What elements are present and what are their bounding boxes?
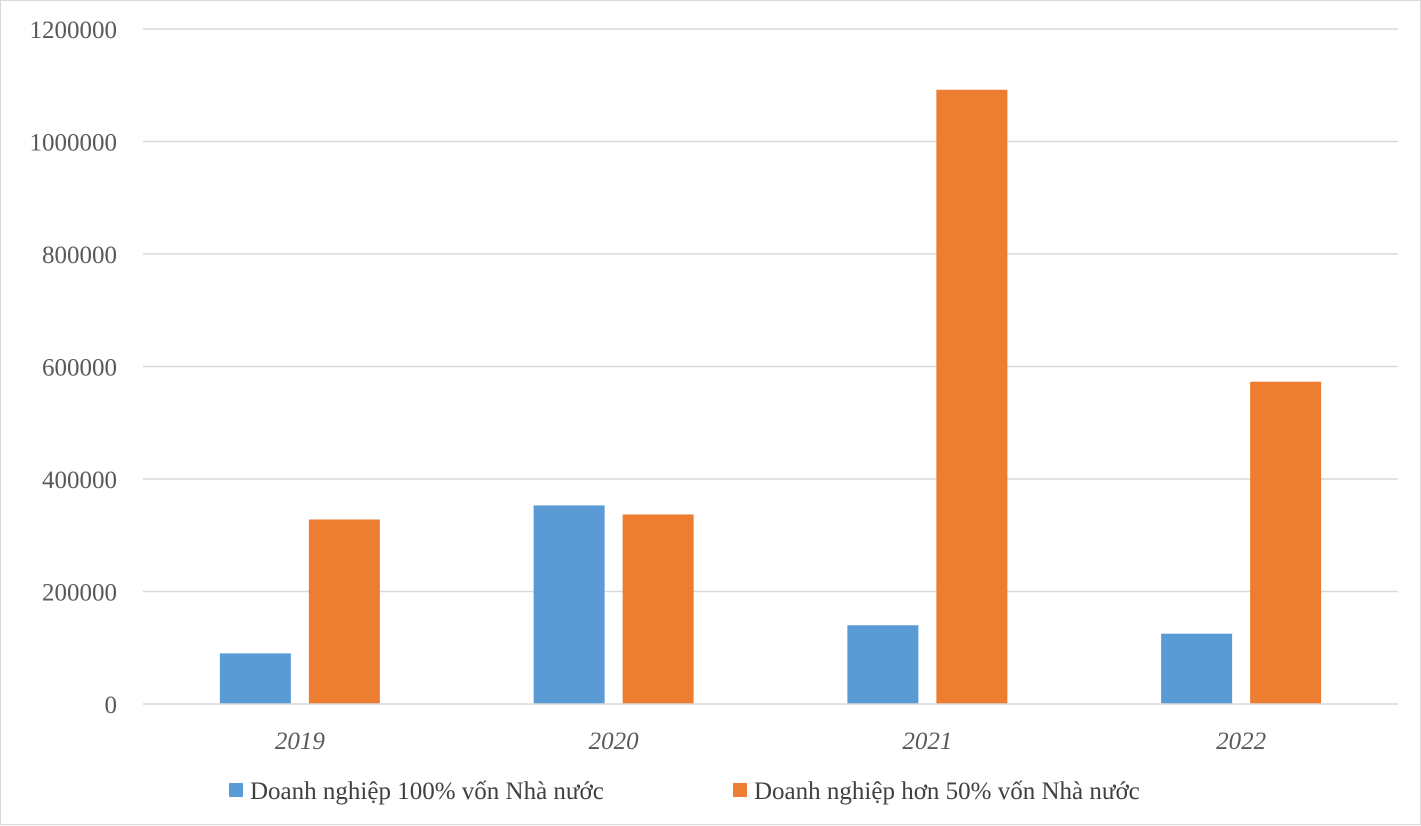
bar-series-100pct-2021 [847,625,919,704]
y-tick-label: 600000 [42,355,117,382]
legend-label: Doanh nghiệp hơn 50% vốn Nhà nước [754,778,1140,805]
x-tick-label: 2022 [1216,728,1266,755]
y-tick-label: 0 [105,692,118,719]
legend-swatch [229,783,243,797]
y-tick-label: 800000 [42,242,117,269]
y-tick-label: 200000 [42,580,117,607]
y-tick-label: 400000 [42,467,117,494]
x-tick-label: 2019 [275,728,326,755]
y-tick-label: 1000000 [30,130,118,157]
y-axis-ticks: 0 200000 400000 600000 800000 1000000 1200000 [30,17,118,719]
y-tick-label: 1200000 [30,17,118,44]
bar-series-over50pct-2022 [1250,381,1322,704]
bar-series-100pct-2020 [533,505,605,704]
gridlines [143,28,1398,593]
bar-series-over50pct-2021 [936,89,1008,704]
bar-series-over50pct-2020 [622,514,694,704]
bar-series-100pct-2019 [219,653,291,704]
bar-series-100pct-2022 [1161,633,1233,704]
x-tick-label: 2020 [589,728,640,755]
legend-label: Doanh nghiệp 100% vốn Nhà nước [250,778,604,805]
x-axis-ticks: 2019 2020 2021 2022 [275,728,1266,755]
legend-swatch [733,783,747,797]
legend: Doanh nghiệp 100% vốn Nhà nước Doanh nghi… [229,778,1140,805]
x-tick-label: 2021 [902,728,952,755]
bars [219,89,1322,704]
bar-series-over50pct-2019 [308,519,380,704]
